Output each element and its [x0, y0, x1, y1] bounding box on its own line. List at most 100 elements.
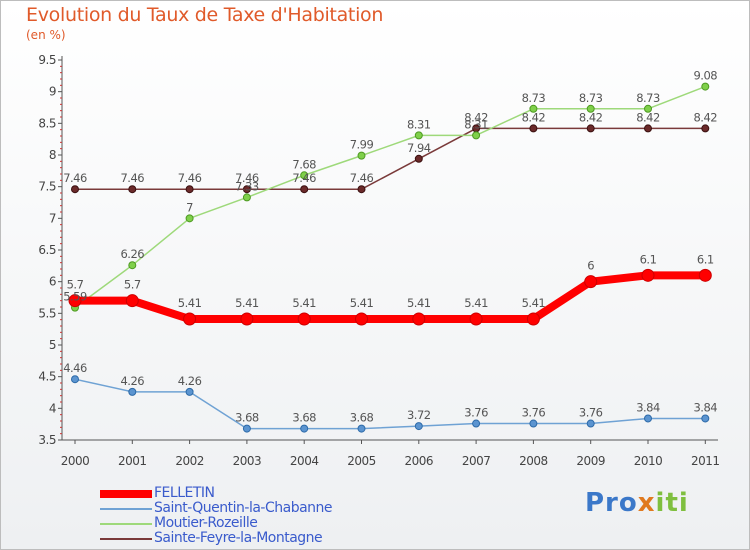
data-point-moutier-rozeille — [242, 193, 251, 202]
data-point-felletin — [125, 294, 139, 308]
data-label-sainte-feyre-la-montagne: 7.46 — [120, 171, 144, 185]
y-tick-label: 6 — [49, 275, 56, 289]
data-point-saint-quentin-la-chabanne — [472, 419, 481, 428]
data-label-felletin: 5.7 — [124, 278, 141, 292]
data-label-felletin: 6 — [587, 259, 594, 273]
legend-label-saint-quentin: Saint-Quentin-la-Chabanne — [154, 500, 333, 516]
data-label-felletin: 5.41 — [522, 296, 546, 310]
x-tick-label: 2006 — [405, 454, 434, 468]
chart-title: Evolution du Taux de Taxe d'Habitation — [26, 4, 384, 26]
data-point-moutier-rozeille — [300, 171, 309, 180]
data-point-saint-quentin-la-chabanne — [242, 424, 251, 433]
data-point-saint-quentin-la-chabanne — [300, 424, 309, 433]
data-point-saint-quentin-la-chabanne — [71, 375, 79, 384]
data-point-felletin — [469, 312, 483, 326]
data-point-saint-quentin-la-chabanne — [701, 414, 710, 423]
proxiti-logo: Proxiti — [585, 488, 689, 518]
legend-swatch-sainte-feyre — [100, 538, 152, 540]
y-tick-label: 5.5 — [38, 306, 56, 320]
data-point-saint-quentin-la-chabanne — [529, 419, 538, 428]
legend-swatch-felletin — [100, 490, 152, 498]
legend-item-moutier: Moutier-Rozeille — [100, 515, 420, 532]
data-label-moutier-rozeille: 6.26 — [120, 247, 144, 261]
y-tick-label: 4 — [49, 401, 56, 415]
data-point-moutier-rozeille — [128, 261, 137, 270]
data-point-sainte-feyre-la-montagne — [644, 124, 652, 133]
data-point-moutier-rozeille — [701, 82, 710, 91]
data-label-saint-quentin-la-chabanne: 3.76 — [464, 406, 488, 420]
legend-item-felletin: FELLETIN — [100, 485, 420, 502]
data-point-saint-quentin-la-chabanne — [128, 387, 137, 396]
data-point-sainte-feyre-la-montagne — [529, 124, 538, 133]
data-label-sainte-feyre-la-montagne: 7.46 — [235, 171, 259, 185]
legend-item-saint-quentin: Saint-Quentin-la-Chabanne — [100, 500, 420, 517]
data-point-felletin — [68, 294, 82, 308]
y-tick-label: 5 — [49, 338, 56, 352]
data-label-moutier-rozeille: 8.31 — [407, 117, 431, 131]
chart-unit-label: (en %) — [26, 28, 66, 42]
data-label-moutier-rozeille: 7.33 — [235, 179, 259, 193]
data-label-saint-quentin-la-chabanne: 3.68 — [350, 411, 374, 425]
data-label-sainte-feyre-la-montagne: 7.46 — [350, 171, 374, 185]
data-label-sainte-feyre-la-montagne: 7.46 — [178, 171, 202, 185]
legend-label-moutier: Moutier-Rozeille — [154, 515, 258, 531]
data-point-felletin — [526, 312, 540, 326]
series-line-saint-quentin-la-chabanne — [74, 378, 707, 430]
data-label-felletin: 5.41 — [292, 296, 316, 310]
series-labels: 4.46 4.26 4.26 3.68 3.68 3.68 3.72 3.76 3.76 3.76… — [63, 69, 718, 425]
data-label-moutier-rozeille: 8.73 — [579, 91, 603, 105]
data-point-sainte-feyre-la-montagne — [185, 185, 194, 194]
data-label-felletin: 6.1 — [640, 252, 657, 266]
data-label-sainte-feyre-la-montagne: 8.42 — [522, 110, 546, 124]
data-point-felletin — [297, 312, 311, 326]
data-label-saint-quentin-la-chabanne: 4.26 — [120, 374, 144, 388]
data-point-sainte-feyre-la-montagne — [586, 124, 595, 133]
data-point-moutier-rozeille — [414, 131, 423, 140]
data-label-moutier-rozeille: 7.99 — [350, 138, 374, 152]
data-label-saint-quentin-la-chabanne: 3.84 — [636, 400, 660, 414]
data-label-moutier-rozeille: 7 — [186, 200, 193, 214]
data-label-moutier-rozeille: 8.31 — [464, 117, 488, 131]
y-tick-label: 8 — [49, 148, 56, 162]
series-lines — [71, 85, 710, 430]
data-label-sainte-feyre-la-montagne: 7.46 — [63, 171, 87, 185]
data-point-sainte-feyre-la-montagne — [300, 185, 309, 194]
data-point-felletin — [355, 312, 368, 326]
series-line-felletin — [71, 271, 710, 324]
data-point-sainte-feyre-la-montagne — [242, 185, 251, 194]
y-tick-label: 3.5 — [38, 433, 56, 447]
y-tick-label: 8.5 — [38, 116, 56, 130]
data-label-saint-quentin-la-chabanne: 3.76 — [522, 406, 546, 420]
data-label-sainte-feyre-la-montagne: 8.42 — [464, 110, 488, 124]
y-tick-label: 7.5 — [38, 180, 56, 194]
data-point-felletin — [584, 275, 598, 289]
data-label-sainte-feyre-la-montagne: 8.42 — [693, 110, 717, 124]
x-tick-label: 2004 — [290, 454, 319, 468]
x-tick-label: 2003 — [233, 454, 262, 468]
data-label-moutier-rozeille: 8.73 — [522, 91, 546, 105]
data-label-felletin: 6.1 — [697, 252, 714, 266]
data-label-saint-quentin-la-chabanne: 3.76 — [579, 406, 603, 420]
data-point-saint-quentin-la-chabanne — [586, 419, 595, 428]
data-point-moutier-rozeille — [472, 131, 481, 140]
legend-item-sainte-feyre: Sainte-Feyre-la-Montagne — [100, 530, 420, 547]
data-label-felletin: 5.7 — [67, 278, 84, 292]
legend-label-sainte-feyre: Sainte-Feyre-la-Montagne — [154, 530, 323, 546]
data-point-sainte-feyre-la-montagne — [357, 185, 366, 194]
data-point-moutier-rozeille — [185, 214, 194, 223]
x-tick-label: 2001 — [118, 454, 147, 468]
data-label-moutier-rozeille: 9.08 — [693, 69, 717, 83]
data-label-sainte-feyre-la-montagne: 8.42 — [579, 110, 603, 124]
x-tick-label: 2008 — [519, 454, 548, 468]
data-point-sainte-feyre-la-montagne — [414, 154, 423, 163]
y-tick-label: 9 — [49, 85, 56, 99]
y-tick-label: 9.5 — [38, 53, 56, 67]
data-label-felletin: 5.41 — [350, 296, 374, 310]
data-label-sainte-feyre-la-montagne: 7.46 — [292, 171, 316, 185]
data-point-felletin — [183, 312, 197, 326]
x-tick-label: 2009 — [576, 454, 605, 468]
data-point-saint-quentin-la-chabanne — [357, 424, 366, 433]
data-point-moutier-rozeille — [586, 104, 595, 113]
x-tick-label: 2007 — [462, 454, 491, 468]
